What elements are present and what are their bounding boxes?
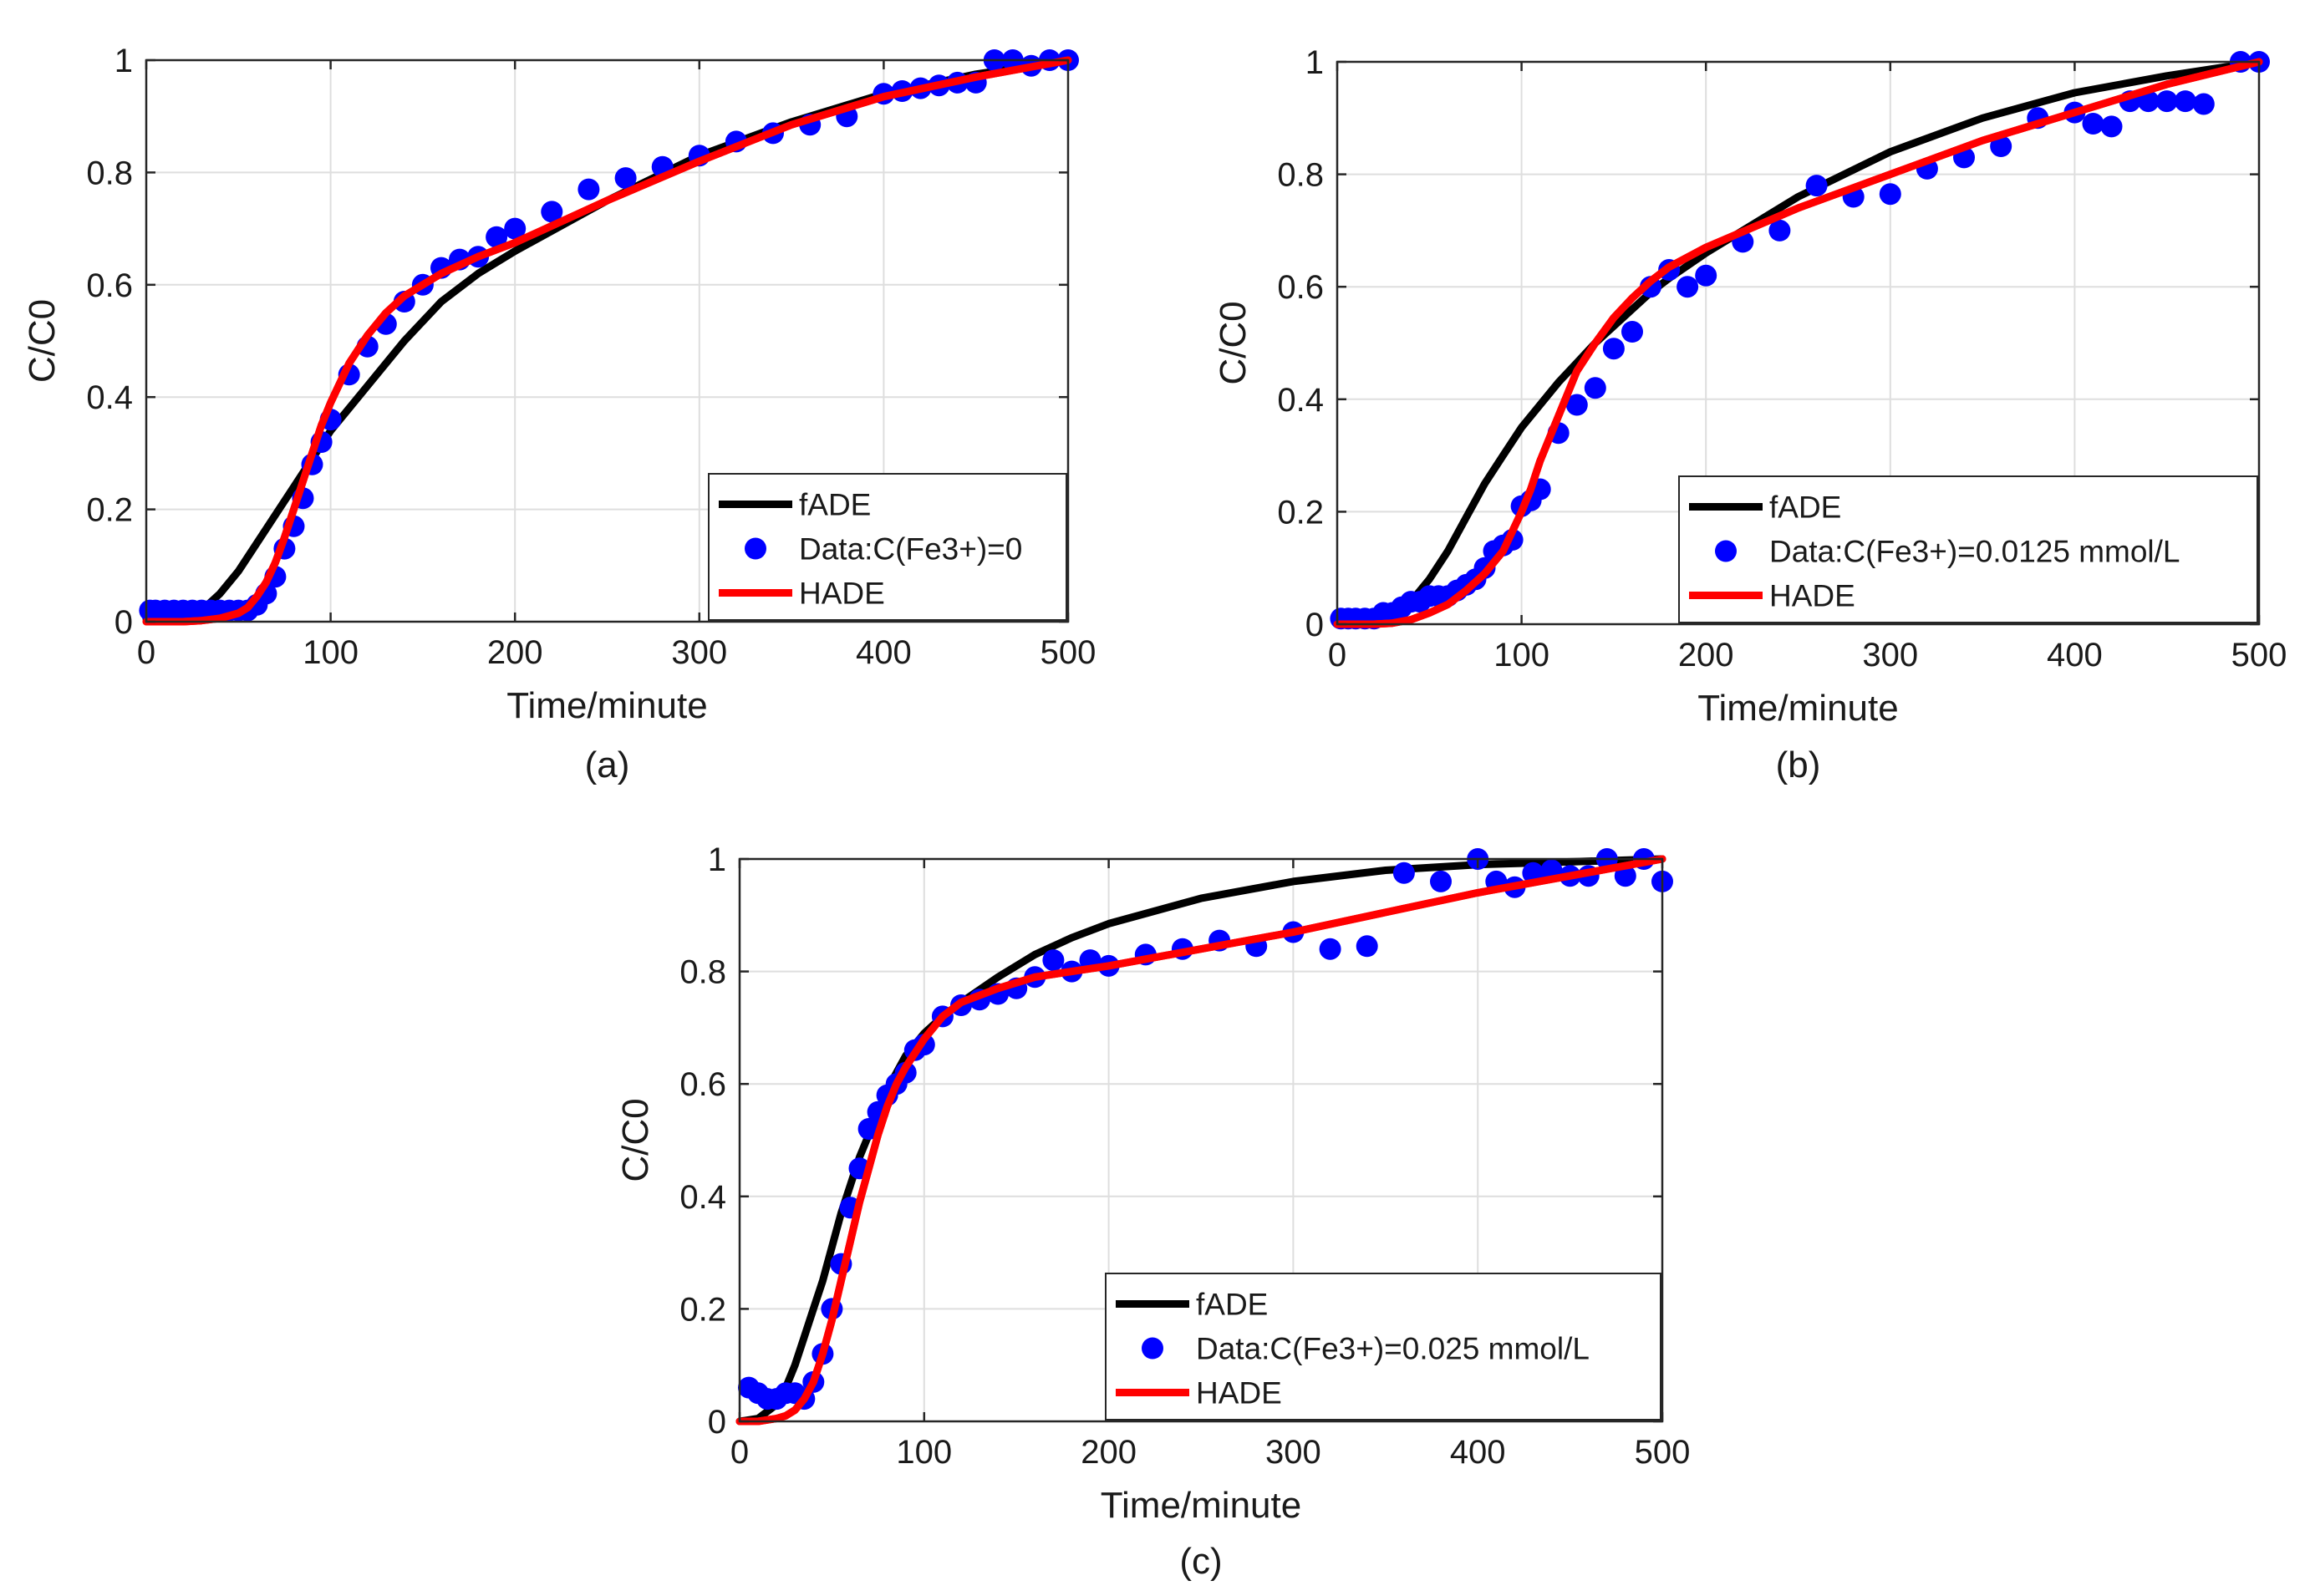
y-tick-label: 0.4 <box>86 379 133 416</box>
data-point <box>1430 870 1452 892</box>
x-tick-label: 100 <box>1493 637 1549 673</box>
x-tick-label: 0 <box>730 1434 749 1471</box>
legend-swatch-marker <box>1142 1337 1163 1360</box>
data-point <box>1584 377 1606 399</box>
y-axis-label: C/C0 <box>1213 301 1254 384</box>
data-point <box>486 226 508 248</box>
legend-swatch-marker <box>1715 540 1737 562</box>
legend-entry: fADE <box>799 488 871 522</box>
data-point <box>2100 115 2123 138</box>
x-tick-label: 0 <box>137 634 155 671</box>
panel-caption: (a) <box>585 745 630 785</box>
y-axis-label: C/C0 <box>615 1098 656 1182</box>
series-line-fade <box>1333 58 2263 628</box>
data-point <box>1042 949 1065 972</box>
y-tick-label: 0.2 <box>679 1291 726 1328</box>
x-tick-label: 200 <box>1081 1434 1137 1471</box>
data-point <box>1677 276 1699 298</box>
series-line-hade-overlay <box>142 56 1072 626</box>
x-tick-label: 100 <box>896 1434 952 1471</box>
data-point <box>2137 90 2160 113</box>
y-tick-label: 1 <box>114 43 133 79</box>
legend-entry: Data:C(Fe3+)=0 <box>799 532 1022 567</box>
legend-entry: HADE <box>1769 579 1855 613</box>
data-point <box>1695 264 1717 287</box>
x-tick-label: 0 <box>1328 637 1346 673</box>
legend-box <box>1105 1273 1661 1421</box>
y-axis-label: C/C0 <box>22 299 63 383</box>
data-point <box>1990 135 2012 157</box>
panel-caption: (c) <box>1179 1541 1222 1582</box>
y-tick-label: 0.2 <box>86 492 133 529</box>
x-tick-label: 400 <box>856 634 912 671</box>
y-tick-label: 0.6 <box>679 1066 726 1103</box>
legend-entry: fADE <box>1769 490 1841 525</box>
y-tick-label: 0.4 <box>679 1179 726 1216</box>
axes-frame <box>1336 60 2261 626</box>
x-tick-label: 500 <box>2231 637 2287 673</box>
y-tick-label: 0 <box>114 604 133 641</box>
series-line-hade-overlay <box>1333 58 2263 628</box>
x-tick-label: 100 <box>303 634 359 671</box>
legend: fADE Data:C(Fe3+)=0.025 mmol/L HADE <box>1105 1273 1661 1421</box>
data-point <box>1602 338 1625 360</box>
axes-frame <box>145 58 1070 623</box>
legend-entry: fADE <box>1196 1288 1268 1322</box>
data-point <box>2082 113 2104 135</box>
data-point <box>541 201 563 223</box>
data-point <box>1392 862 1415 884</box>
x-tick-label: 400 <box>1450 1434 1506 1471</box>
legend-box <box>1678 475 2258 623</box>
y-tick-label: 0.8 <box>86 155 133 191</box>
legend-entry: Data:C(Fe3+)=0.025 mmol/L <box>1196 1332 1590 1366</box>
data-point <box>1319 938 1341 960</box>
y-tick-label: 1 <box>1305 44 1324 81</box>
x-tick-label: 500 <box>1041 634 1096 671</box>
legend-entry: HADE <box>799 577 885 611</box>
y-tick-label: 0.2 <box>1277 494 1324 531</box>
axes-frame <box>738 857 1664 1423</box>
legend-entry: HADE <box>1196 1376 1282 1410</box>
x-tick-label: 200 <box>487 634 543 671</box>
legend: fADE Data:C(Fe3+)=0 HADE <box>708 473 1067 621</box>
data-point <box>614 167 637 190</box>
x-tick-label: 300 <box>1862 637 1918 673</box>
data-point <box>1621 321 1643 343</box>
y-tick-label: 0.6 <box>86 267 133 304</box>
legend: fADE Data:C(Fe3+)=0.0125 mmol/L HADE <box>1678 475 2258 623</box>
series-line-hade-overlay <box>735 855 1666 1426</box>
panel-caption: (b) <box>1776 745 1821 785</box>
x-axis-label: Time/minute <box>1101 1485 1301 1526</box>
y-tick-label: 0 <box>1305 607 1324 643</box>
data-point <box>1805 175 1828 197</box>
x-tick-label: 400 <box>2047 637 2103 673</box>
data-point <box>2192 93 2215 115</box>
data-point <box>2155 90 2178 113</box>
data-point <box>578 178 600 201</box>
x-tick-label: 500 <box>1635 1434 1691 1471</box>
data-point <box>1356 935 1378 958</box>
y-tick-label: 1 <box>708 841 726 878</box>
x-tick-label: 300 <box>1265 1434 1321 1471</box>
legend-entry: Data:C(Fe3+)=0.0125 mmol/L <box>1769 535 2180 569</box>
chart-panel-b: 0 100 200 300 400 500 0 0.2 0.4 0.6 0.8 1 Time/minut… <box>1213 44 2287 785</box>
chart-panel-c: 0 100 200 300 400 500 0 0.2 0.4 0.6 0.8 1 Time/minut… <box>615 841 1690 1582</box>
y-tick-label: 0.6 <box>1277 269 1324 306</box>
x-axis-label: Time/minute <box>506 685 707 726</box>
y-tick-label: 0.4 <box>1277 382 1324 419</box>
y-tick-label: 0.8 <box>1277 157 1324 194</box>
x-tick-label: 200 <box>1678 637 1734 673</box>
data-point <box>1768 219 1791 241</box>
data-point <box>2174 90 2196 113</box>
data-point <box>1565 394 1588 416</box>
data-point <box>504 217 527 240</box>
legend-swatch-marker <box>745 537 766 560</box>
x-axis-label: Time/minute <box>1697 688 1898 729</box>
data-point <box>1879 183 1901 206</box>
y-tick-label: 0 <box>708 1404 726 1441</box>
y-tick-label: 0.8 <box>679 954 726 991</box>
chart-panel-a: 0 100 200 300 400 500 0 0.2 0.4 0.6 0.8 1 Time/minut… <box>22 43 1096 785</box>
x-tick-label: 300 <box>671 634 727 671</box>
